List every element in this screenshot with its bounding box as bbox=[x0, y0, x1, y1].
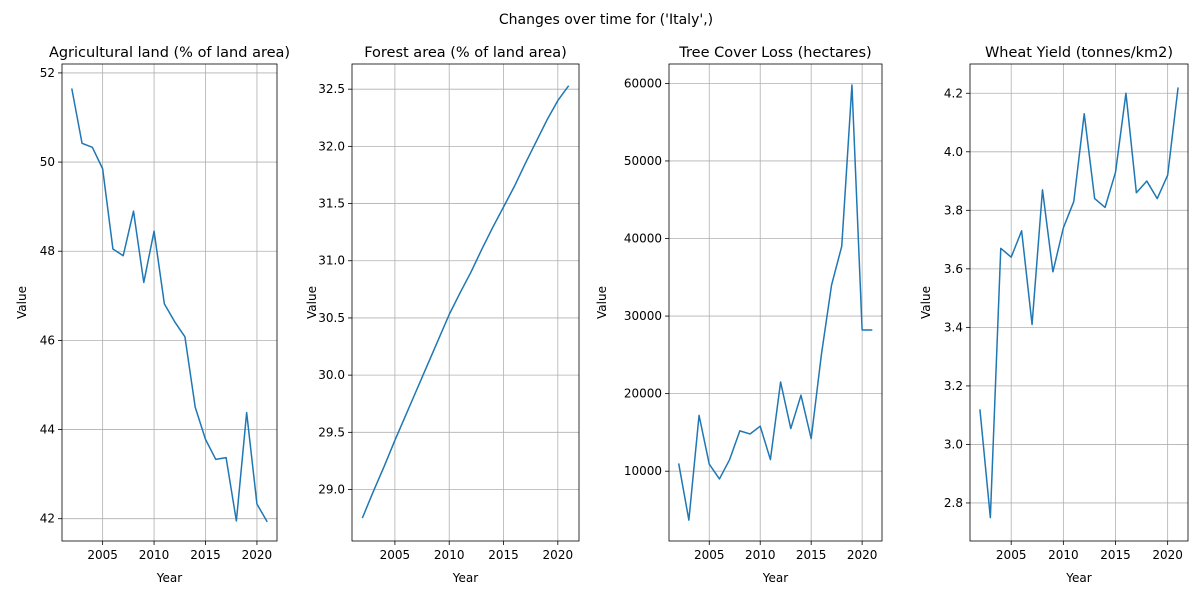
chart-panel-4: 2005 2010 2015 2020 2.8 3.0 3.2 3.4 3.6 3.8 4.0 4.2… bbox=[919, 45, 1189, 585]
y-tick-label: 50000 bbox=[624, 154, 662, 168]
y-tick-label: 20000 bbox=[624, 387, 662, 401]
series-line bbox=[979, 87, 1179, 519]
x-tick-label: 2005 bbox=[380, 548, 411, 562]
plot-frame bbox=[351, 63, 580, 542]
chart-panel-1: 2005 2010 2015 2020 42 44 46 48 50 52 Agricultural… bbox=[15, 45, 290, 585]
chart-panel-2: 2005 2010 2015 2020 29.0 29.5 30.0 30.5 31.0 31.5… bbox=[305, 45, 580, 585]
series-line bbox=[71, 88, 268, 523]
y-tick-label: 2.8 bbox=[944, 496, 963, 510]
x-tick-label: 2015 bbox=[1100, 548, 1131, 562]
y-tick-label: 32.0 bbox=[318, 139, 345, 153]
y-tick-label: 4.2 bbox=[944, 86, 963, 100]
series-line bbox=[677, 84, 873, 521]
x-tick-label: 2010 bbox=[745, 548, 776, 562]
x-tick-label: 2010 bbox=[139, 548, 170, 562]
series-line bbox=[361, 85, 570, 519]
y-tick-label: 30000 bbox=[624, 309, 662, 323]
y-axis-label: Value bbox=[15, 286, 29, 319]
x-tick-label: 2015 bbox=[190, 548, 221, 562]
plot-frame bbox=[969, 63, 1189, 542]
chart-title: Agricultural land (% of land area) bbox=[49, 45, 290, 61]
chart-title: Tree Cover Loss (hectares) bbox=[678, 45, 871, 61]
x-tick-label: 2005 bbox=[87, 548, 118, 562]
y-axis-label: Value bbox=[919, 286, 933, 319]
y-tick-label: 4.0 bbox=[944, 145, 963, 159]
y-tick-label: 3.4 bbox=[944, 320, 963, 334]
x-tick-label: 2015 bbox=[796, 548, 827, 562]
chart-title: Wheat Yield (tonnes/km2) bbox=[985, 45, 1173, 61]
x-tick-label: 2015 bbox=[488, 548, 519, 562]
y-tick-label: 48 bbox=[40, 244, 55, 258]
chart-panel-3: 2005 2010 2015 2020 10000 20000 30000 40000 5000… bbox=[595, 45, 883, 585]
y-tick-label: 44 bbox=[40, 423, 55, 437]
x-tick-label: 2010 bbox=[1048, 548, 1079, 562]
y-tick-label: 32.5 bbox=[318, 82, 345, 96]
y-tick-label: 29.5 bbox=[318, 425, 345, 439]
chart-title: Forest area (% of land area) bbox=[364, 45, 567, 61]
y-tick-label: 60000 bbox=[624, 76, 662, 90]
y-tick-label: 31.5 bbox=[318, 197, 345, 211]
y-tick-label: 29.0 bbox=[318, 483, 345, 497]
x-axis-label: Year bbox=[762, 571, 788, 585]
y-tick-label: 31.0 bbox=[318, 254, 345, 268]
y-tick-label: 46 bbox=[40, 333, 55, 347]
figure-suptitle: Changes over time for ('Italy',) bbox=[499, 12, 713, 28]
plot-frame bbox=[668, 63, 883, 542]
y-tick-label: 30.0 bbox=[318, 368, 345, 382]
y-tick-label: 50 bbox=[40, 155, 55, 169]
y-tick-label: 3.6 bbox=[944, 262, 963, 276]
panels: 2005 2010 2015 2020 42 44 46 48 50 52 Agricultural… bbox=[15, 45, 1189, 585]
x-tick-label: 2020 bbox=[242, 548, 273, 562]
y-tick-label: 52 bbox=[40, 66, 55, 80]
x-axis-label: Year bbox=[452, 571, 478, 585]
x-tick-label: 2020 bbox=[543, 548, 574, 562]
y-tick-label: 3.2 bbox=[944, 379, 963, 393]
y-tick-label: 40000 bbox=[624, 232, 662, 246]
y-axis-label: Value bbox=[305, 286, 319, 319]
x-tick-label: 2020 bbox=[847, 548, 878, 562]
y-axis-label: Value bbox=[595, 286, 609, 319]
x-axis-label: Year bbox=[1065, 571, 1091, 585]
y-tick-label: 10000 bbox=[624, 464, 662, 478]
y-tick-label: 3.0 bbox=[944, 437, 963, 451]
y-tick-label: 30.5 bbox=[318, 311, 345, 325]
x-tick-label: 2020 bbox=[1152, 548, 1183, 562]
y-tick-label: 42 bbox=[40, 512, 55, 526]
x-tick-label: 2005 bbox=[996, 548, 1027, 562]
x-tick-label: 2005 bbox=[694, 548, 725, 562]
plot-frame bbox=[61, 63, 278, 542]
y-tick-label: 3.8 bbox=[944, 203, 963, 217]
x-axis-label: Year bbox=[156, 571, 182, 585]
x-tick-label: 2010 bbox=[434, 548, 465, 562]
